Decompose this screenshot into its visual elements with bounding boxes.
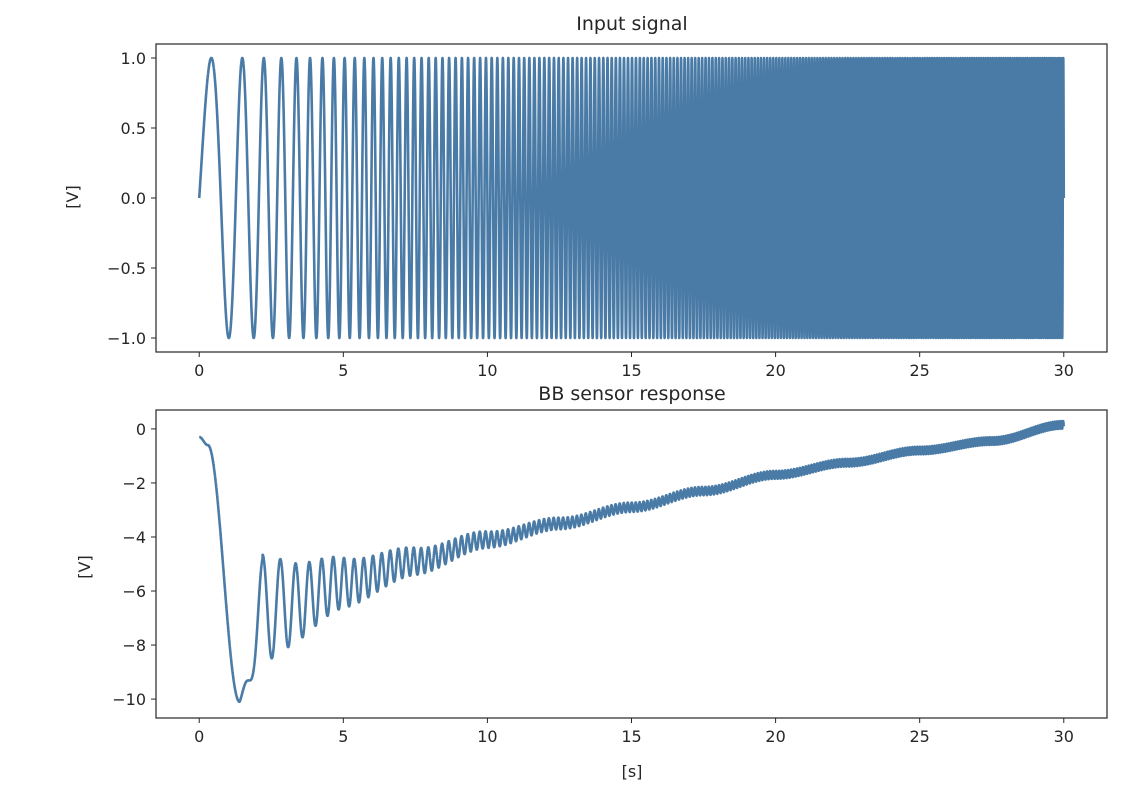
ytick-label-0: −1.0	[107, 329, 146, 348]
ytick-label-3: −6	[122, 582, 146, 601]
xtick-label-1: 5	[338, 727, 348, 746]
xtick-label-4: 20	[765, 727, 785, 746]
xtick-label-1: 5	[338, 361, 348, 380]
ytick-label-1: −2	[122, 474, 146, 493]
sensor-response-title: BB sensor response	[538, 383, 725, 405]
input-signal-panel: Input signal [V] 0 5 10 15 20 25 30 −1.0 −0.5 0.0…	[63, 13, 1108, 380]
sensor-response-ticks: 0 5 10 15 20 25 30 0 −2 −4 −6 −8 −10	[112, 420, 1074, 746]
xtick-label-5: 25	[910, 727, 930, 746]
ytick-label-2: 0.0	[121, 189, 146, 208]
ytick-label-1: −0.5	[107, 259, 146, 278]
sensor-response-ylabel: [V]	[75, 555, 94, 578]
xtick-label-0: 0	[194, 361, 204, 380]
input-signal-ticks: 0 5 10 15 20 25 30 −1.0 −0.5 0.0 0.5 1.0	[107, 49, 1074, 380]
sensor-response-line	[197, 419, 1066, 704]
sensor-response-panel: BB sensor response [V] [s] 0 5 10 15 20 25 300…	[75, 383, 1108, 781]
xtick-label-2: 10	[477, 361, 497, 380]
xtick-label-4: 20	[765, 361, 785, 380]
xtick-label-5: 25	[910, 361, 930, 380]
sensor-response-axes-frame	[155, 409, 1108, 719]
ytick-label-2: −4	[122, 528, 146, 547]
ytick-label-0: 0	[136, 420, 146, 439]
xtick-label-6: 30	[1054, 361, 1074, 380]
input-signal-title: Input signal	[576, 13, 687, 35]
ytick-label-4: −8	[122, 636, 146, 655]
ytick-label-3: 0.5	[121, 119, 146, 138]
input-signal-ylabel: [V]	[63, 185, 82, 208]
xtick-label-6: 30	[1054, 727, 1074, 746]
xtick-label-2: 10	[477, 727, 497, 746]
xtick-label-3: 15	[621, 361, 641, 380]
ytick-label-5: −10	[112, 690, 146, 709]
sensor-response-xlabel: [s]	[622, 762, 643, 781]
xtick-label-3: 15	[621, 727, 641, 746]
ytick-label-4: 1.0	[121, 49, 146, 68]
input-signal-line	[197, 56, 1066, 340]
xtick-label-0: 0	[194, 727, 204, 746]
input-signal-axes-frame	[155, 43, 1108, 353]
